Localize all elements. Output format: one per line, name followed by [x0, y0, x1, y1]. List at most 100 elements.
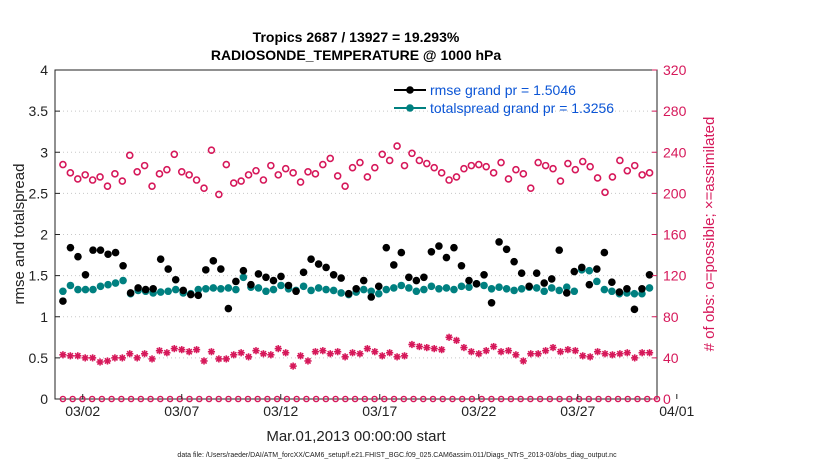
- totalspread-point: [239, 273, 248, 282]
- possible-obs-point: [148, 182, 156, 190]
- possible-obs-zero-point: [322, 395, 330, 403]
- possible-obs-zero-point: [303, 395, 310, 403]
- possible-obs-point: [400, 161, 409, 170]
- rmse-point: [156, 255, 165, 263]
- totalspread-point: [374, 289, 383, 298]
- assimilated-obs-point: [616, 350, 624, 358]
- assimilated-obs-point: [601, 350, 609, 358]
- chart-title: Tropics 2687 / 13927 = 19.293%: [253, 29, 460, 45]
- assimilated-obs-point: [504, 347, 513, 355]
- assimilated-obs-point: [467, 348, 475, 356]
- totalspread-point: [81, 285, 90, 294]
- rmse-point: [390, 261, 398, 269]
- possible-obs-zero-point: [488, 395, 495, 403]
- possible-obs-point: [207, 146, 216, 154]
- assimilated-obs-point: [386, 349, 394, 357]
- possible-obs-zero-point: [527, 395, 534, 403]
- rmse-point: [359, 276, 368, 285]
- possible-obs-point: [630, 161, 639, 170]
- possible-obs-zero-point: [458, 395, 466, 403]
- assimilated-obs-point: [111, 354, 119, 362]
- possible-obs-point: [616, 156, 624, 165]
- y-right-tick-label: 120: [663, 268, 687, 284]
- possible-obs-zero-point: [312, 395, 320, 403]
- assimilated-obs-point: [400, 352, 409, 360]
- totalspread-point: [600, 285, 609, 294]
- possible-obs-zero-point: [361, 395, 369, 403]
- rmse-point: [457, 261, 466, 270]
- y-left-tick-label: 1.5: [29, 268, 49, 284]
- totalspread-point: [570, 287, 579, 296]
- totalspread-point: [156, 288, 165, 296]
- possible-obs-zero-point: [157, 395, 164, 403]
- rmse-point: [126, 289, 135, 297]
- assimilated-obs-point: [638, 349, 646, 357]
- totalspread-point: [510, 286, 518, 295]
- assimilated-obs-point: [96, 358, 104, 366]
- rmse-point: [570, 267, 579, 276]
- assimilated-obs-point: [534, 350, 542, 358]
- possible-obs-point: [623, 166, 632, 175]
- possible-obs-point: [274, 171, 283, 179]
- assimilated-obs-point: [192, 346, 201, 354]
- possible-obs-point: [549, 164, 557, 173]
- possible-obs-zero-point: [585, 395, 593, 403]
- totalspread-point: [96, 282, 105, 291]
- rmse-point: [89, 246, 97, 254]
- rmse-point: [329, 271, 338, 279]
- rmse-point: [141, 285, 150, 294]
- rmse-point: [465, 276, 473, 285]
- y-right-tick-label: 40: [663, 350, 679, 366]
- assimilated-obs-point: [460, 343, 468, 352]
- rmse-point: [134, 284, 142, 292]
- possible-obs-zero-point: [566, 395, 573, 403]
- rmse-point: [352, 284, 361, 293]
- totalspread-point: [74, 285, 82, 294]
- rmse-point: [217, 265, 225, 273]
- possible-obs-point: [460, 164, 468, 173]
- assimilated-obs-point: [475, 350, 483, 358]
- possible-obs-zero-point: [419, 395, 427, 403]
- possible-obs-zero-point: [400, 395, 408, 403]
- rmse-point: [442, 253, 451, 262]
- possible-obs-point: [200, 184, 208, 193]
- totalspread-point: [314, 284, 323, 292]
- legend-rmse-marker: [406, 86, 414, 94]
- rmse-point: [224, 304, 233, 313]
- possible-obs-point: [229, 179, 238, 187]
- possible-obs-point: [489, 169, 498, 177]
- possible-obs-point: [556, 177, 565, 185]
- rmse-point: [555, 246, 564, 254]
- possible-obs-point: [645, 169, 654, 177]
- rmse-point: [74, 252, 82, 261]
- rmse-point: [593, 265, 601, 273]
- rmse-point: [59, 297, 67, 305]
- possible-obs-point: [474, 160, 483, 169]
- possible-obs-zero-point: [332, 395, 339, 403]
- possible-obs-point: [326, 154, 335, 163]
- assimilated-obs-point: [356, 350, 364, 358]
- possible-obs-point: [170, 150, 179, 159]
- totalspread-point: [382, 285, 391, 294]
- possible-obs-zero-point: [342, 395, 349, 403]
- totalspread-point: [427, 282, 436, 291]
- possible-obs-point: [118, 177, 127, 185]
- totalspread-point: [390, 284, 398, 292]
- assimilated-obs-point: [564, 346, 572, 354]
- totalspread-point: [405, 284, 413, 292]
- rmse-point: [202, 266, 210, 274]
- rmse-point: [96, 246, 105, 254]
- y-left-tick-label: 1: [40, 309, 48, 325]
- totalspread-point: [547, 284, 556, 292]
- possible-obs-zero-point: [254, 395, 262, 403]
- y-right-tick-label: 240: [663, 144, 687, 160]
- totalspread-point: [630, 289, 639, 298]
- rmse-point: [412, 276, 421, 285]
- possible-obs-point: [111, 170, 119, 178]
- possible-obs-zero-point: [225, 395, 232, 403]
- totalspread-point: [367, 287, 376, 296]
- assimilated-obs-point: [326, 350, 334, 358]
- possible-obs-zero-point: [118, 395, 125, 403]
- totalspread-point: [262, 287, 270, 296]
- assimilated-obs-point: [133, 354, 141, 362]
